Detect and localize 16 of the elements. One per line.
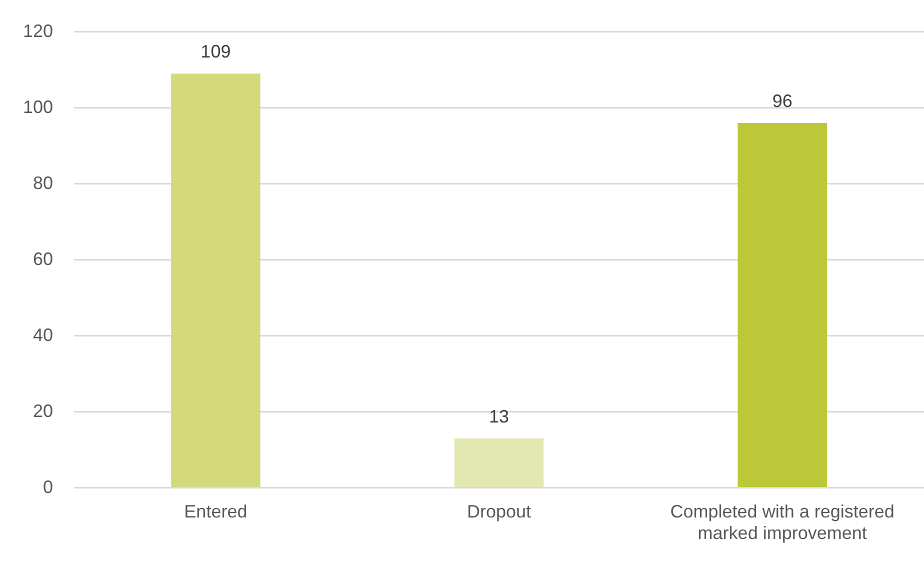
y-tick-label: 120 (22, 20, 54, 41)
y-tick-label: 80 (33, 172, 54, 193)
y-tick-label: 20 (33, 400, 54, 421)
y-tick-label: 100 (22, 96, 54, 117)
data-label: 96 (772, 90, 792, 111)
x-tick-label: Entered (184, 502, 248, 522)
y-tick-label: 0 (43, 476, 54, 497)
x-tick-label: Dropout (466, 502, 532, 522)
y-tick-label: 60 (33, 248, 54, 269)
bar (454, 438, 544, 488)
data-label: 109 (200, 42, 231, 62)
x-tick-label: Completed with a registered marked improvement (670, 502, 894, 544)
bar (738, 123, 827, 488)
data-label: 13 (489, 406, 510, 426)
bar (171, 74, 260, 488)
y-tick-label: 40 (33, 324, 54, 345)
